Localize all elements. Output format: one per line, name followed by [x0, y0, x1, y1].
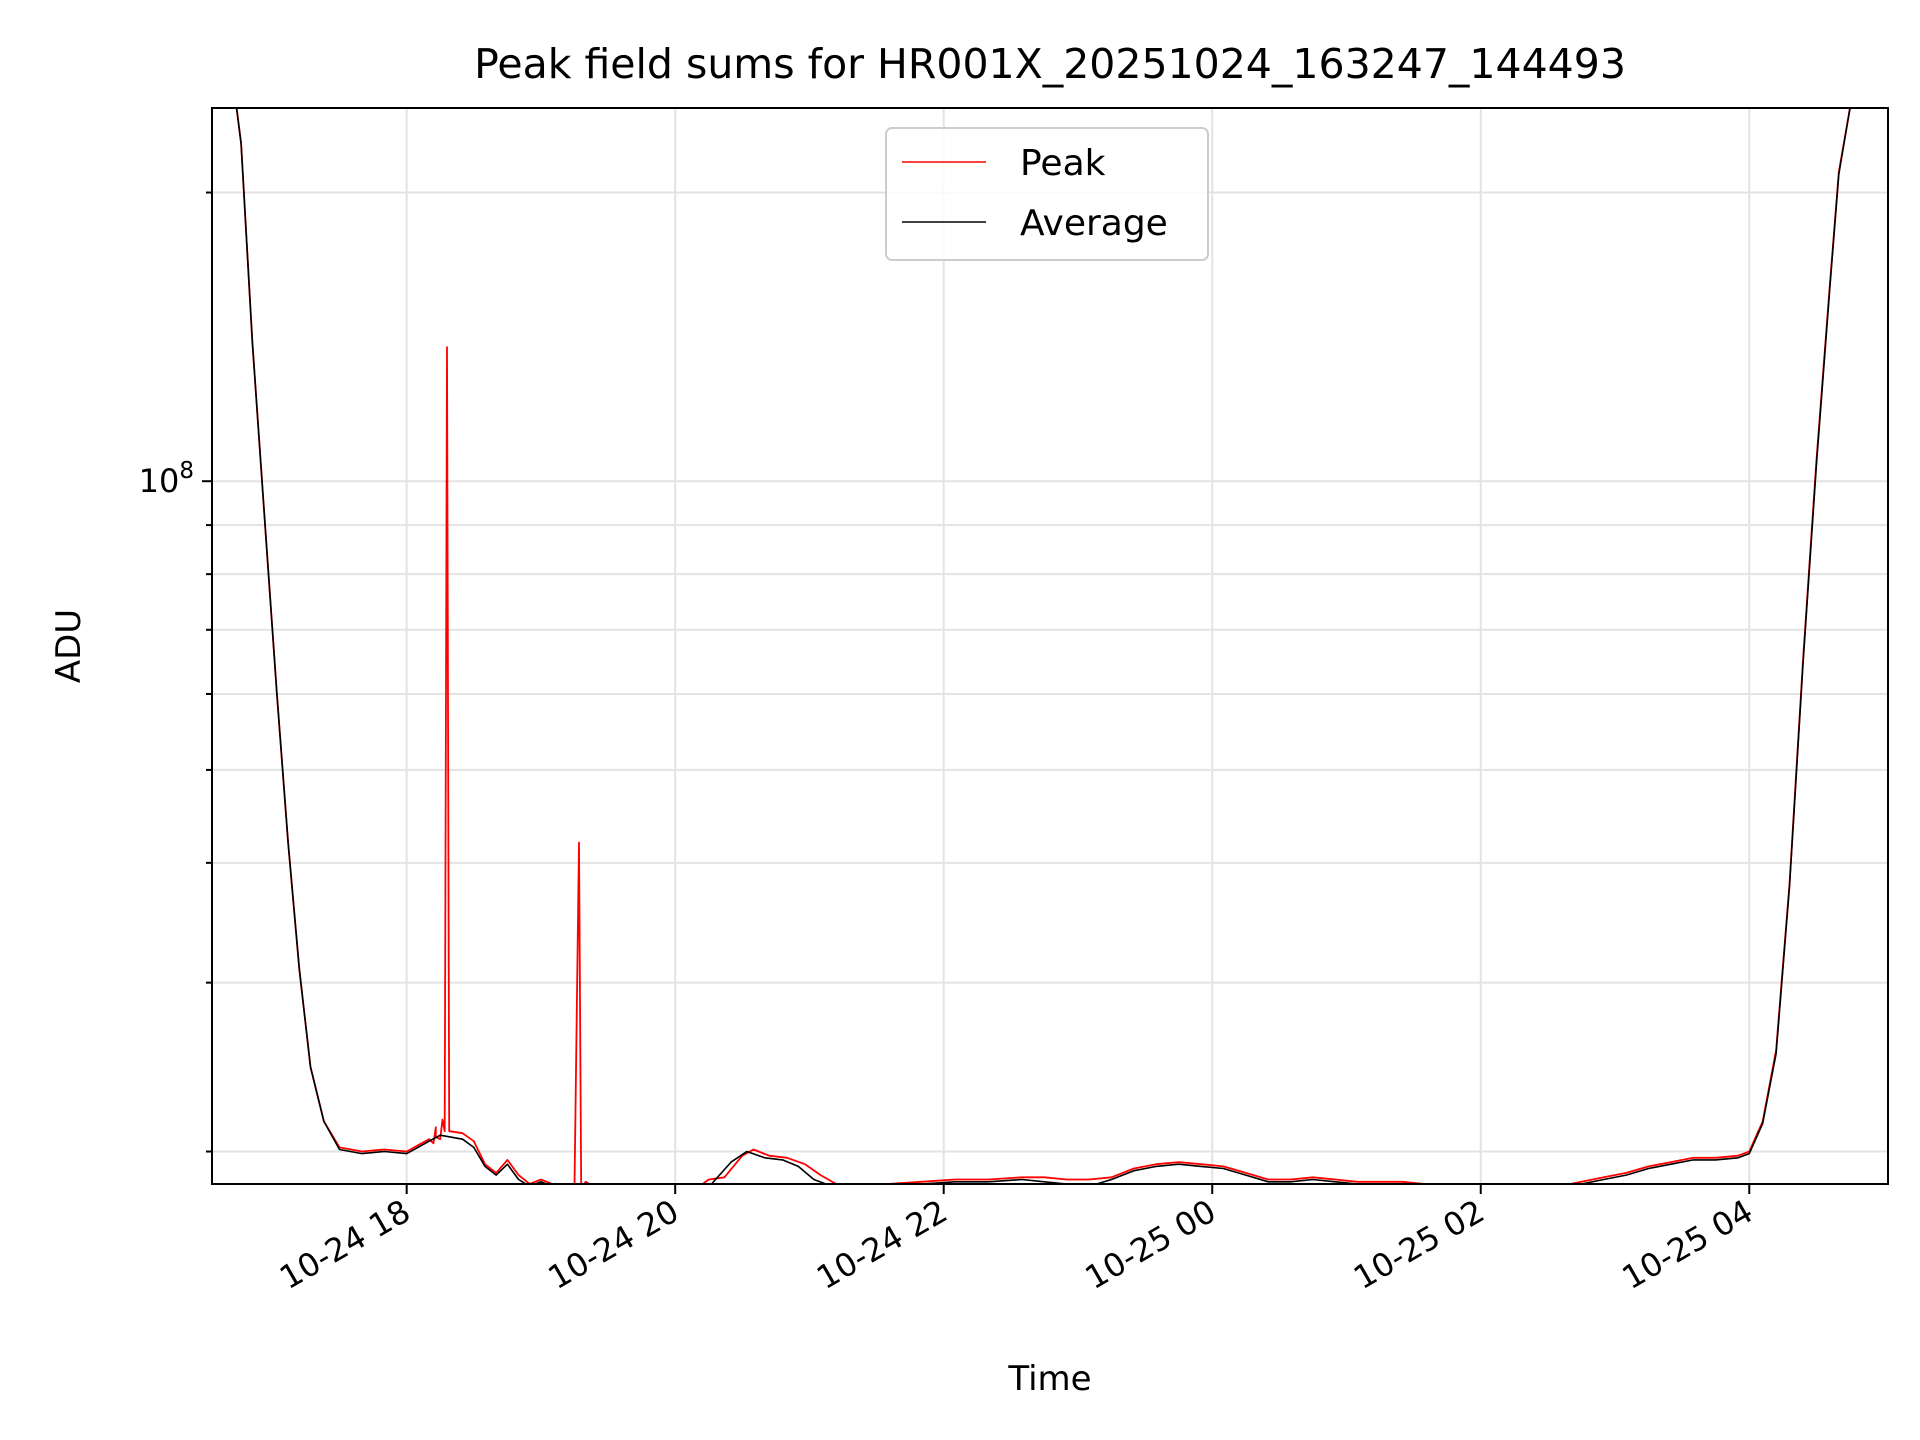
- x-tick-label: 10-24 22: [810, 1192, 954, 1297]
- x-tick-label: 10-24 20: [542, 1192, 686, 1297]
- legend-box: [885, 127, 1209, 261]
- legend-label-average: Average: [1020, 203, 1168, 244]
- x-tick-label: 10-25 02: [1347, 1192, 1491, 1297]
- series-group: [212, 108, 1888, 1184]
- x-axis-label: Time: [1007, 1359, 1091, 1399]
- x-tick-label: 10-25 04: [1616, 1192, 1760, 1297]
- y-axis: 108: [139, 191, 212, 1153]
- x-axis: 10-24 18 10-24 20 10-24 22 10-25 00 10-25 02…: [273, 1184, 1759, 1297]
- plot-frame: [211, 107, 1889, 1185]
- legend-label-peak: Peak: [1020, 143, 1106, 184]
- series-line-peak: [212, 108, 1888, 1184]
- grid: [212, 108, 1888, 1184]
- series-line-average: [212, 108, 1888, 1184]
- y-tick-label: 108: [139, 458, 194, 500]
- legend: Peak Average: [885, 127, 1209, 261]
- x-tick-label: 10-25 00: [1079, 1192, 1223, 1297]
- chart-title: Peak field sums for HR001X_20251024_1632…: [474, 40, 1626, 88]
- x-tick-label: 10-24 18: [273, 1192, 417, 1297]
- y-axis-label: ADU: [49, 609, 89, 683]
